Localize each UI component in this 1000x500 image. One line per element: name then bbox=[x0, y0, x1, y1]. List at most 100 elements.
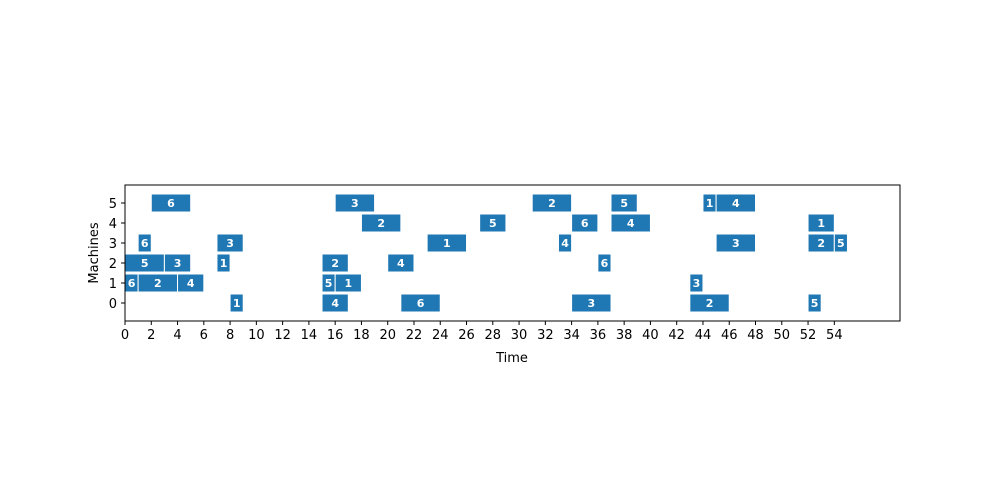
x-tick-label: 18 bbox=[353, 328, 370, 343]
task-bar bbox=[334, 193, 376, 213]
task-label: 2 bbox=[331, 257, 339, 270]
task-label: 5 bbox=[837, 237, 845, 250]
x-tick-label: 4 bbox=[173, 328, 181, 343]
y-axis: 0 1 2 3 4 5 bbox=[109, 197, 125, 312]
task-bar bbox=[715, 233, 757, 253]
task-bar bbox=[216, 233, 244, 253]
task-bar bbox=[400, 293, 441, 313]
task-label: 5 bbox=[811, 297, 819, 310]
task-bar bbox=[689, 273, 704, 293]
task-bar bbox=[321, 293, 349, 313]
task-label: 1 bbox=[344, 277, 352, 290]
x-tick-label: 2 bbox=[147, 328, 155, 343]
task-label: 2 bbox=[706, 297, 714, 310]
x-tick-label: 50 bbox=[774, 328, 791, 343]
task-label: 3 bbox=[174, 257, 182, 270]
task-bar bbox=[216, 253, 231, 273]
task-labels: 6 3 2 5 1 42 5 6 4 16 3 1 4 3 2 55 3 1 2 4 66 2 4 5 1 31 4 6 3 2 5 bbox=[128, 197, 845, 310]
task-label: 1 bbox=[817, 217, 825, 230]
task-bar bbox=[689, 293, 730, 313]
task-label: 6 bbox=[581, 217, 589, 230]
task-label: 3 bbox=[732, 237, 740, 250]
y-tick-label: 5 bbox=[109, 197, 117, 212]
task-label: 4 bbox=[187, 277, 195, 290]
task-label: 4 bbox=[561, 237, 569, 250]
task-label: 4 bbox=[627, 217, 635, 230]
x-tick-label: 20 bbox=[379, 328, 396, 343]
x-tick-label: 40 bbox=[642, 328, 659, 343]
task-label: 1 bbox=[706, 197, 714, 210]
task-label: 5 bbox=[325, 277, 333, 290]
x-tick-label: 22 bbox=[406, 328, 423, 343]
x-tick-label: 12 bbox=[274, 328, 291, 343]
task-bar bbox=[610, 213, 651, 233]
y-tick-label: 0 bbox=[109, 297, 117, 312]
task-bar bbox=[531, 193, 573, 213]
x-tick-label: 16 bbox=[327, 328, 344, 343]
y-axis-label: Machines bbox=[87, 222, 102, 283]
task-bar bbox=[321, 253, 349, 273]
task-label: 2 bbox=[154, 277, 162, 290]
x-tick-label: 26 bbox=[458, 328, 475, 343]
task-bar bbox=[426, 233, 468, 253]
x-axis: 0 2 4 6 8 10 12 14 16 18 20 22 24 26 28 30 32 34 36 38 40 42 4… bbox=[121, 321, 843, 343]
task-bar bbox=[360, 213, 402, 233]
task-bar bbox=[571, 293, 612, 313]
task-label: 6 bbox=[128, 277, 136, 290]
task-label: 4 bbox=[397, 257, 405, 270]
x-tick-label: 0 bbox=[121, 328, 129, 343]
x-tick-label: 54 bbox=[826, 328, 843, 343]
task-bar bbox=[571, 213, 599, 233]
x-axis-label: Time bbox=[495, 351, 528, 366]
task-label: 2 bbox=[548, 197, 556, 210]
task-label: 1 bbox=[233, 297, 241, 310]
task-label: 5 bbox=[141, 257, 149, 270]
task-bar bbox=[597, 253, 612, 273]
task-label: 4 bbox=[732, 197, 740, 210]
task-label: 5 bbox=[620, 197, 628, 210]
plot-frame bbox=[124, 184, 901, 322]
task-label: 2 bbox=[377, 217, 385, 230]
x-tick-label: 24 bbox=[432, 328, 449, 343]
y-tick-label: 3 bbox=[109, 237, 117, 252]
x-tick-label: 52 bbox=[800, 328, 817, 343]
x-tick-label: 14 bbox=[301, 328, 318, 343]
task-label: 3 bbox=[351, 197, 359, 210]
task-label: 6 bbox=[167, 197, 175, 210]
y-tick-label: 4 bbox=[109, 217, 117, 232]
task-label: 4 bbox=[331, 297, 339, 310]
task-bar bbox=[163, 253, 192, 273]
x-tick-label: 8 bbox=[226, 328, 234, 343]
task-bar bbox=[229, 293, 244, 313]
task-bar bbox=[610, 193, 638, 213]
task-label: 3 bbox=[226, 237, 234, 250]
task-bar bbox=[479, 213, 507, 233]
task-bar bbox=[807, 213, 835, 233]
x-tick-label: 42 bbox=[668, 328, 685, 343]
x-tick-label: 48 bbox=[747, 328, 764, 343]
task-label: 6 bbox=[141, 237, 149, 250]
task-bar bbox=[557, 233, 573, 253]
task-label: 6 bbox=[601, 257, 609, 270]
x-tick-label: 30 bbox=[511, 328, 528, 343]
x-tick-label: 38 bbox=[616, 328, 633, 343]
task-label: 5 bbox=[489, 217, 497, 230]
x-tick-label: 28 bbox=[485, 328, 502, 343]
x-tick-label: 36 bbox=[590, 328, 607, 343]
task-label: 3 bbox=[693, 277, 701, 290]
task-bar bbox=[177, 273, 205, 293]
x-tick-label: 44 bbox=[695, 328, 712, 343]
task-bar bbox=[715, 193, 757, 213]
task-bar bbox=[387, 253, 415, 273]
task-label: 1 bbox=[443, 237, 451, 250]
task-bar bbox=[137, 233, 152, 253]
task-bar bbox=[150, 193, 192, 213]
x-tick-label: 34 bbox=[563, 328, 580, 343]
task-label: 2 bbox=[817, 237, 825, 250]
task-bar bbox=[833, 233, 848, 253]
x-tick-label: 32 bbox=[537, 328, 554, 343]
y-tick-label: 1 bbox=[109, 277, 117, 292]
task-bar bbox=[807, 293, 822, 313]
x-tick-label: 6 bbox=[200, 328, 208, 343]
